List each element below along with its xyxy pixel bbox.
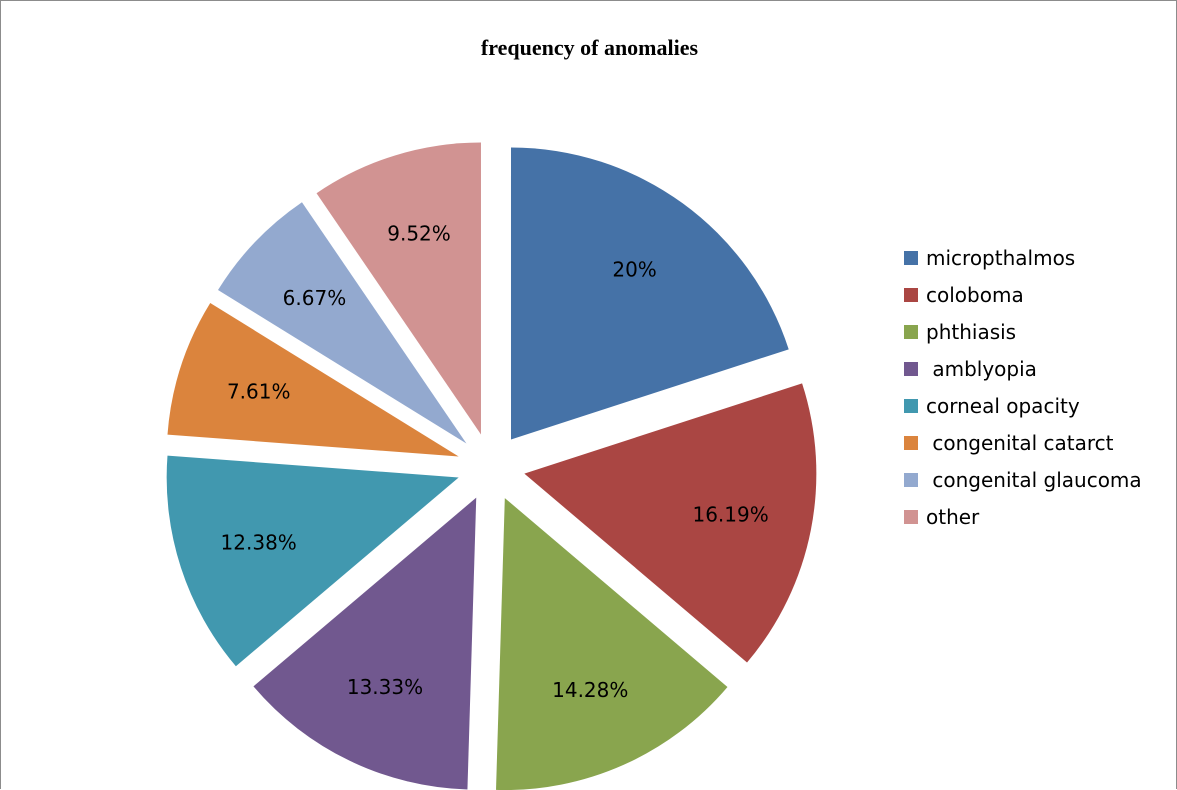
legend-item: phthiasis <box>904 320 1016 344</box>
slice-data-label: 12.38% <box>221 530 297 554</box>
slice-data-label: 9.52% <box>387 222 451 246</box>
legend-swatch <box>904 362 918 376</box>
legend-label: other <box>926 505 980 529</box>
slice-data-label: 7.61% <box>227 380 291 404</box>
legend-swatch <box>904 325 918 339</box>
legend-item: corneal opacity <box>904 394 1080 418</box>
legend-swatch <box>904 436 918 450</box>
pie-slice <box>524 383 817 663</box>
legend-swatch <box>904 251 918 265</box>
slice-data-label: 20% <box>612 257 656 281</box>
pie-slice <box>253 497 477 790</box>
legend-label: congenital catarct <box>926 431 1114 455</box>
legend-swatch <box>904 288 918 302</box>
legend-label: phthiasis <box>926 320 1016 344</box>
legend-label: congenital glaucoma <box>926 468 1142 492</box>
legend-item: congenital glaucoma <box>904 468 1142 492</box>
slice-labels: 20% 16.19% 14.28% 13.33% 12.38% 7.61% 6.67% 9.5… <box>221 222 769 703</box>
pie-slice <box>166 455 459 667</box>
pie-slice <box>217 202 467 444</box>
legend-item: congenital catarct <box>904 431 1114 455</box>
legend-label: micropthalmos <box>926 246 1075 270</box>
legend-item: other <box>904 505 980 529</box>
chart-title: frequency of anomalies <box>480 35 699 60</box>
slice-data-label: 16.19% <box>692 502 768 526</box>
legend-swatch <box>904 473 918 487</box>
slice-data-label: 6.67% <box>283 286 347 310</box>
pie-slice <box>510 147 789 440</box>
legend-item: amblyopia <box>904 357 1037 381</box>
legend-swatch <box>904 399 918 413</box>
legend-label: corneal opacity <box>926 394 1080 418</box>
pie-slices <box>166 142 817 790</box>
slice-data-label: 14.28% <box>552 678 628 702</box>
legend-item: coloboma <box>904 283 1024 307</box>
pie-slice <box>316 142 481 435</box>
pie-slice <box>167 303 459 457</box>
legend-label: coloboma <box>926 283 1024 307</box>
pie-slice <box>496 498 728 790</box>
legend-swatch <box>904 510 918 524</box>
legend-label: amblyopia <box>926 357 1037 381</box>
legend-item: micropthalmos <box>904 246 1075 270</box>
slice-data-label: 13.33% <box>347 675 423 699</box>
legend: micropthalmos coloboma phthiasis amblyopia… <box>904 246 1142 529</box>
